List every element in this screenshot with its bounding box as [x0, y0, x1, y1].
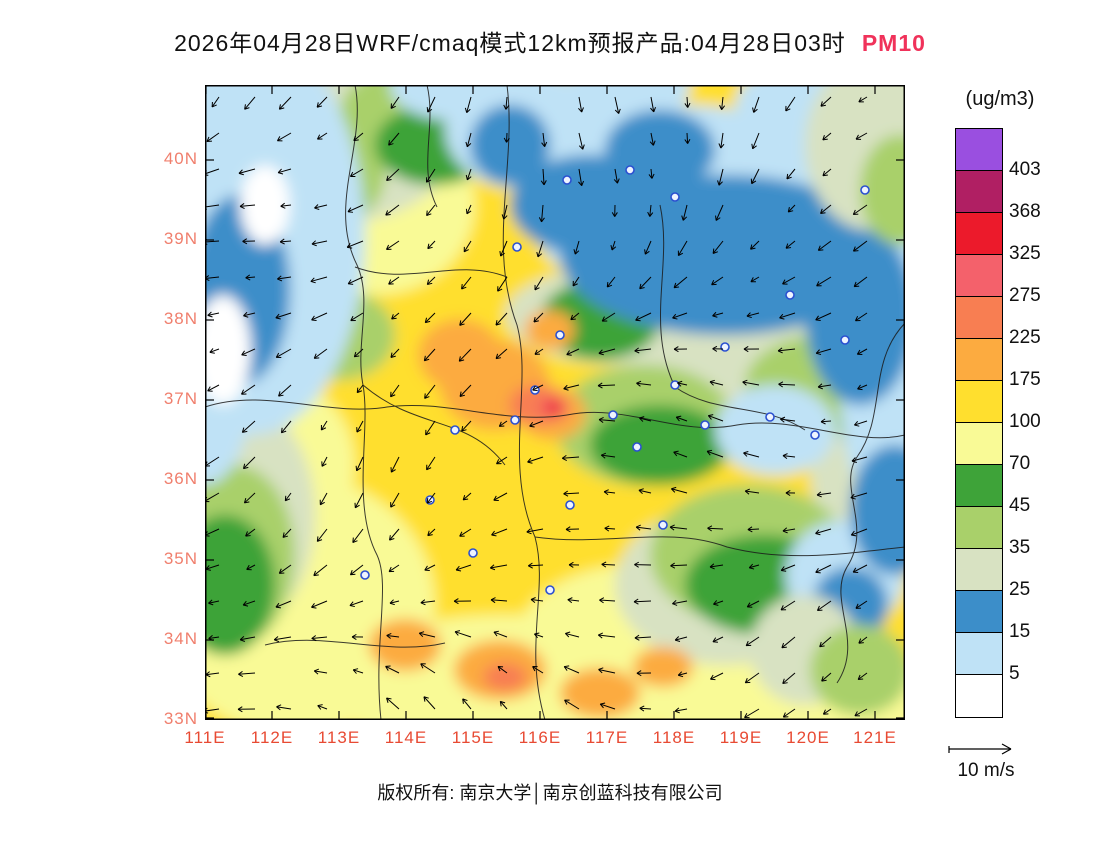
- figure-title: 2026年04月28日WRF/cmaq模式12km预报产品:04月28日03时 P…: [0, 24, 1100, 58]
- lat-label: 36N: [163, 469, 198, 488]
- lat-label: 34N: [163, 629, 198, 648]
- colorbar-segment: [956, 381, 1002, 423]
- title-pollutant: PM10: [861, 30, 926, 56]
- lon-label: 119E: [719, 728, 763, 747]
- wind-reference-label: 10 m/s: [957, 760, 1015, 781]
- colorbar: [955, 128, 1003, 718]
- colorbar-segment: [956, 213, 1002, 255]
- lon-label: 111E: [184, 728, 226, 747]
- colorbar-segment: [956, 129, 1002, 171]
- lat-label: 38N: [163, 309, 198, 328]
- colorbar-segment: [956, 675, 1002, 717]
- colorbar-tick: 5: [1009, 663, 1020, 684]
- colorbar-segment: [956, 171, 1002, 213]
- lon-label: 114E: [384, 728, 428, 747]
- colorbar-segment: [956, 297, 1002, 339]
- lat-label: 35N: [163, 549, 198, 568]
- colorbar-segment: [956, 423, 1002, 465]
- copyright-text: 版权所有: 南京大学│南京创蓝科技有限公司: [377, 783, 723, 803]
- colorbar-segment: [956, 255, 1002, 297]
- pm10-contour-map: [205, 85, 905, 720]
- colorbar-segment: [956, 549, 1002, 591]
- colorbar-segment: [956, 339, 1002, 381]
- lat-label: 37N: [163, 389, 198, 408]
- lon-label: 120E: [786, 728, 830, 747]
- colorbar-tick: 175: [1009, 369, 1041, 390]
- lon-label: 113E: [317, 728, 361, 747]
- colorbar-tick: 25: [1009, 579, 1031, 600]
- colorbar-tick: 100: [1009, 411, 1041, 432]
- title-text: 2026年04月28日WRF/cmaq模式12km预报产品:04月28日03时: [174, 30, 846, 56]
- colorbar-unit-label: (ug/m3): [965, 88, 1035, 110]
- colorbar-tick: 403: [1009, 159, 1041, 180]
- colorbar-tick: 368: [1009, 201, 1041, 222]
- colorbar-tick: 70: [1009, 453, 1031, 474]
- colorbar-tick: 275: [1009, 285, 1041, 306]
- lon-label: 116E: [518, 728, 562, 747]
- colorbar-segment: [956, 465, 1002, 507]
- lon-label: 121E: [853, 728, 897, 747]
- wind-reference-arrow: [948, 743, 1012, 755]
- colorbar-tick: 45: [1009, 495, 1031, 516]
- colorbar-segment: [956, 591, 1002, 633]
- lon-label: 112E: [250, 728, 294, 747]
- colorbar-tick: 325: [1009, 243, 1041, 264]
- lon-label: 115E: [451, 728, 495, 747]
- colorbar-tick: 35: [1009, 537, 1031, 558]
- lat-label: 40N: [163, 149, 198, 168]
- lat-label: 33N: [163, 709, 198, 728]
- colorbar-segment: [956, 633, 1002, 675]
- lon-label: 117E: [585, 728, 629, 747]
- colorbar-segment: [956, 507, 1002, 549]
- colorbar-tick: 15: [1009, 621, 1031, 642]
- lon-label: 118E: [652, 728, 696, 747]
- lat-label: 39N: [163, 229, 198, 248]
- colorbar-tick: 225: [1009, 327, 1041, 348]
